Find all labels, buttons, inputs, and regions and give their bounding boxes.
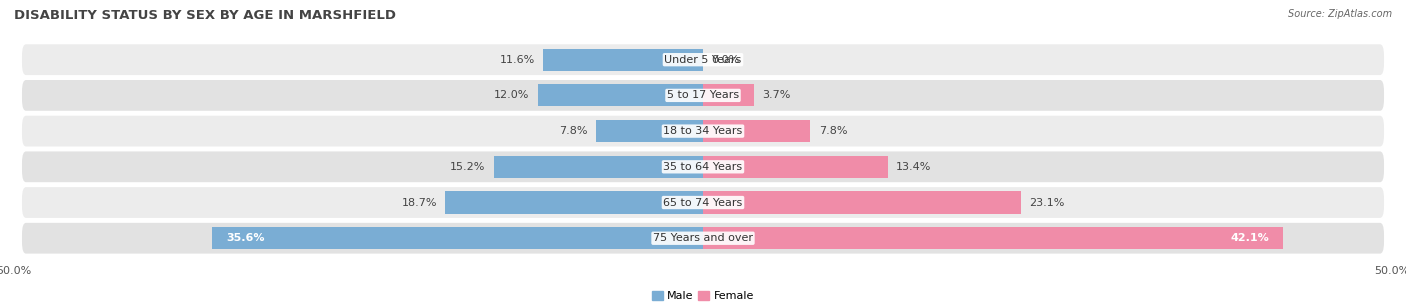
FancyBboxPatch shape: [21, 150, 1385, 183]
Text: 0.0%: 0.0%: [711, 55, 740, 65]
Text: 35.6%: 35.6%: [226, 233, 264, 243]
Bar: [446, 192, 703, 214]
FancyBboxPatch shape: [21, 222, 1385, 255]
Bar: [703, 120, 810, 142]
Text: 35 to 64 Years: 35 to 64 Years: [664, 162, 742, 172]
Bar: [543, 49, 703, 71]
Text: 18.7%: 18.7%: [402, 198, 437, 208]
FancyBboxPatch shape: [21, 79, 1385, 112]
Text: Under 5 Years: Under 5 Years: [665, 55, 741, 65]
Text: 23.1%: 23.1%: [1029, 198, 1064, 208]
Text: 7.8%: 7.8%: [818, 126, 848, 136]
Bar: [212, 227, 703, 249]
Text: 15.2%: 15.2%: [450, 162, 485, 172]
FancyBboxPatch shape: [21, 186, 1385, 219]
Text: 7.8%: 7.8%: [558, 126, 588, 136]
Text: 42.1%: 42.1%: [1230, 233, 1270, 243]
Bar: [703, 156, 887, 178]
Bar: [596, 120, 703, 142]
Text: 65 to 74 Years: 65 to 74 Years: [664, 198, 742, 208]
FancyBboxPatch shape: [21, 115, 1385, 147]
Bar: [537, 84, 703, 106]
FancyBboxPatch shape: [21, 43, 1385, 76]
Bar: [703, 192, 1021, 214]
Text: 18 to 34 Years: 18 to 34 Years: [664, 126, 742, 136]
Text: 5 to 17 Years: 5 to 17 Years: [666, 90, 740, 100]
Text: 3.7%: 3.7%: [762, 90, 790, 100]
Text: 75 Years and over: 75 Years and over: [652, 233, 754, 243]
Bar: [703, 227, 1284, 249]
Text: DISABILITY STATUS BY SEX BY AGE IN MARSHFIELD: DISABILITY STATUS BY SEX BY AGE IN MARSH…: [14, 9, 396, 22]
Bar: [494, 156, 703, 178]
Text: Source: ZipAtlas.com: Source: ZipAtlas.com: [1288, 9, 1392, 19]
Legend: Male, Female: Male, Female: [647, 286, 759, 304]
Bar: [703, 84, 754, 106]
Text: 12.0%: 12.0%: [494, 90, 530, 100]
Text: 11.6%: 11.6%: [499, 55, 534, 65]
Text: 13.4%: 13.4%: [896, 162, 931, 172]
